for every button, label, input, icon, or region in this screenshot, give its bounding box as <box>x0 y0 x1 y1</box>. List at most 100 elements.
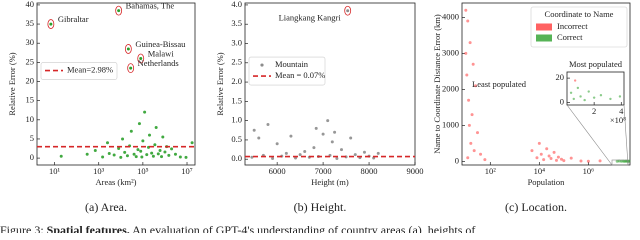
point <box>530 149 534 153</box>
point <box>112 153 116 157</box>
highlight-circle <box>124 44 132 54</box>
point <box>579 95 582 98</box>
y-tick-label: 1000 <box>442 119 459 129</box>
point <box>376 151 380 155</box>
point <box>466 19 470 23</box>
point <box>339 148 343 152</box>
y-tick-label: 35 <box>26 18 35 28</box>
y-tick-label: 10 <box>26 114 35 124</box>
point <box>163 150 167 154</box>
point <box>137 122 141 126</box>
y-tick-label: 4000 <box>442 11 459 21</box>
annotation-label: Netherlands <box>138 58 179 68</box>
point <box>469 141 473 145</box>
point <box>85 152 89 156</box>
point <box>483 158 487 162</box>
point <box>178 155 182 159</box>
legend-box <box>40 62 118 80</box>
x-tick-label: 2 <box>592 106 596 116</box>
point <box>161 135 165 139</box>
point <box>93 148 97 152</box>
y-tick-label: 25 <box>26 56 35 66</box>
point <box>539 152 543 156</box>
figure-caption: Figure 3: Spatial features. An evaluatio… <box>0 223 475 233</box>
x-tick-label: 10⁵ <box>137 166 149 176</box>
point <box>598 159 602 163</box>
point <box>106 141 110 145</box>
zoom-region <box>611 159 629 166</box>
point <box>125 154 129 158</box>
point <box>556 155 560 159</box>
y-tick-label: 5 <box>30 133 34 143</box>
point <box>136 148 140 152</box>
point <box>468 41 472 45</box>
annotated-point <box>126 47 130 51</box>
point <box>140 155 144 159</box>
point <box>158 148 162 152</box>
x-axis-label: Height (m) <box>311 177 349 187</box>
point <box>542 158 546 162</box>
point <box>586 159 590 163</box>
y-tick-label: 0 <box>455 155 459 165</box>
point <box>587 90 590 93</box>
y-axis-label: Relative Error (%) <box>215 52 225 115</box>
point <box>284 151 288 155</box>
plot-frame <box>566 71 625 106</box>
point <box>190 141 194 145</box>
point <box>592 96 596 99</box>
point <box>119 155 123 159</box>
point <box>537 141 541 145</box>
x-tick-label: 10³ <box>93 166 105 176</box>
highlight-circle <box>137 53 145 64</box>
point <box>107 152 111 156</box>
annotation-label: Guinea-Bissau <box>135 39 186 49</box>
point <box>121 137 125 141</box>
point <box>330 140 334 144</box>
point <box>475 131 479 135</box>
figure-heading: Spatial features. <box>47 223 130 233</box>
point <box>250 155 254 159</box>
point <box>141 139 145 143</box>
point <box>134 155 138 159</box>
point <box>535 156 539 160</box>
point <box>559 157 563 161</box>
y-tick-label: 4.0 <box>231 0 242 9</box>
annotated-point <box>117 9 121 13</box>
y-tick-label: 0.5 <box>231 134 242 144</box>
point <box>312 146 316 150</box>
point <box>464 8 468 12</box>
point <box>609 97 612 101</box>
legend-swatch <box>536 23 552 31</box>
point <box>303 150 307 153</box>
y-tick-label: 0 <box>560 97 564 107</box>
y-tick-label: 0 <box>30 152 34 162</box>
y-tick-label: 2.5 <box>231 57 242 67</box>
point <box>467 123 471 127</box>
x-tick-label: 7000 <box>315 166 332 176</box>
legend-box <box>248 56 326 86</box>
point <box>547 154 551 158</box>
x-tick-label: 10¹ <box>49 166 61 176</box>
annotated-point <box>49 22 53 26</box>
point <box>569 156 573 160</box>
legend-label: Mountain <box>275 59 309 69</box>
point <box>150 151 154 155</box>
point <box>599 94 603 97</box>
point <box>579 159 583 163</box>
zoom-connector <box>623 104 629 166</box>
point <box>569 91 573 94</box>
point <box>552 150 556 154</box>
point <box>298 153 302 157</box>
point <box>252 128 256 132</box>
x-tick-label: 8000 <box>361 166 378 176</box>
point <box>362 150 366 154</box>
point <box>173 152 177 156</box>
x-axis-label: Areas (km²) <box>95 177 136 187</box>
y-tick-label: 0.0 <box>231 153 242 163</box>
x-tick-label: 10² <box>485 166 497 176</box>
point <box>618 95 622 98</box>
point <box>465 73 469 77</box>
y-tick-label: 3000 <box>442 47 459 57</box>
y-tick-label: 3.5 <box>231 18 242 28</box>
point <box>335 156 339 160</box>
